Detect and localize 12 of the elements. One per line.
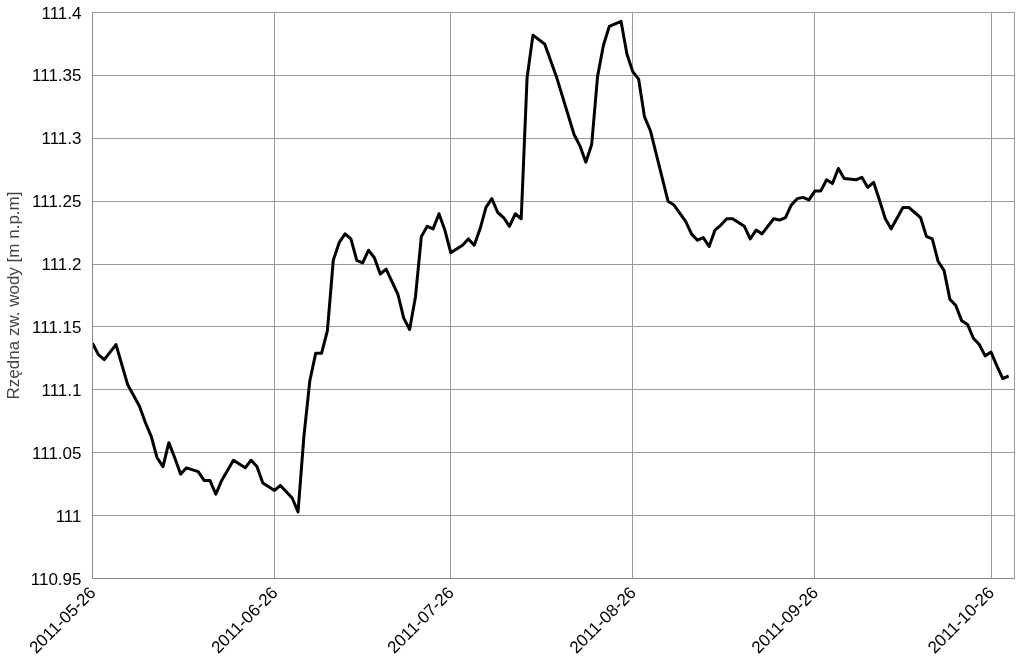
y-tick-label: 111 — [55, 506, 82, 526]
y-tick-label: 111.3 — [41, 129, 82, 149]
y-tick-label: 111.35 — [32, 66, 82, 86]
y-axis-title: Rzędna zw. wody [m n.p.m] — [3, 191, 23, 400]
y-tick-label: 111.15 — [32, 317, 82, 337]
y-tick-label: 111.4 — [41, 3, 82, 23]
y-tick-label: 110.95 — [30, 569, 82, 589]
y-tick-label: 111.1 — [41, 380, 82, 400]
line-series — [92, 19, 1011, 514]
y-tick-label: 111.05 — [32, 443, 82, 463]
y-tick-label: 111.25 — [32, 192, 82, 212]
y-tick-label: 111.2 — [41, 255, 82, 275]
